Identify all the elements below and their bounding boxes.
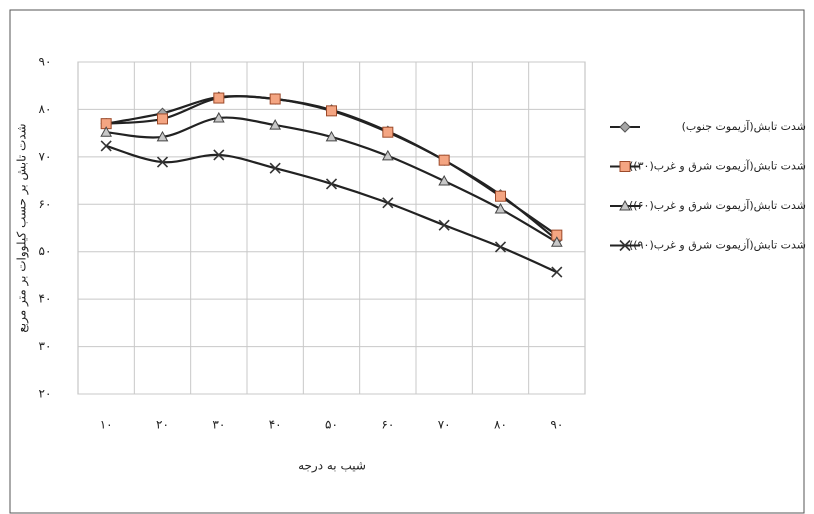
y-tick-label: ۴۰ bbox=[39, 292, 52, 306]
data-point bbox=[325, 178, 338, 190]
x-tick-label: ۸۰ bbox=[494, 418, 507, 432]
data-point bbox=[213, 149, 225, 161]
legend-marker bbox=[619, 239, 631, 252]
data-point bbox=[156, 156, 169, 168]
chart-frame bbox=[9, 9, 805, 514]
data-point bbox=[551, 266, 563, 278]
y-tick-label: ۸۰ bbox=[39, 102, 52, 116]
x-tick-label: ۲۰ bbox=[156, 418, 169, 432]
data-point bbox=[381, 149, 394, 161]
data-point bbox=[100, 126, 113, 137]
legend-marker bbox=[619, 199, 631, 211]
x-tick-label: ۷۰ bbox=[438, 418, 451, 432]
data-point bbox=[326, 105, 337, 117]
data-point bbox=[438, 154, 450, 166]
x-tick-label: ۳۰ bbox=[212, 418, 225, 432]
x-tick-label: ۶۰ bbox=[381, 418, 394, 432]
legend-label: شدت تابش(آزیموت شرق و غرب(۶۰)) bbox=[629, 198, 806, 212]
x-tick-label: ۵۰ bbox=[325, 418, 338, 432]
x-tick-label: ۴۰ bbox=[269, 418, 282, 432]
data-point bbox=[382, 126, 394, 138]
legend-marker bbox=[619, 121, 631, 133]
legend-label: شدت تابش(آزیموت جنوب) bbox=[682, 119, 806, 133]
y-tick-label: ۷۰ bbox=[39, 149, 52, 163]
data-point bbox=[325, 130, 338, 142]
data-point bbox=[269, 93, 281, 105]
x-axis-title: شیب به درجه bbox=[298, 459, 366, 474]
data-point bbox=[100, 140, 112, 152]
data-point bbox=[156, 130, 169, 142]
y-axis-title: شدت تابش بر حسب کیلووات بر متر مربع bbox=[15, 123, 30, 332]
legend-marker bbox=[619, 161, 631, 172]
data-point bbox=[494, 202, 507, 214]
y-tick-label: ۵۰ bbox=[39, 244, 52, 258]
y-tick-label: ۹۰ bbox=[39, 55, 52, 69]
data-point bbox=[212, 111, 225, 123]
data-point bbox=[438, 219, 450, 231]
data-point bbox=[494, 241, 507, 253]
y-tick-label: ۲۰ bbox=[39, 387, 52, 401]
data-point bbox=[382, 197, 394, 209]
x-tick-label: ۹۰ bbox=[550, 418, 563, 432]
legend-label: شدت تابش(آزیموت شرق و غرب(۹۰)) bbox=[629, 238, 806, 252]
data-point bbox=[438, 175, 451, 186]
legend-label: شدت تابش(آزیموت شرق و غرب(۳۰)) bbox=[629, 159, 806, 173]
data-point bbox=[157, 113, 168, 125]
x-tick-label: ۱۰ bbox=[100, 418, 113, 432]
y-tick-label: ۶۰ bbox=[39, 197, 52, 211]
y-tick-label: ۳۰ bbox=[39, 339, 52, 353]
data-point bbox=[269, 119, 282, 130]
data-point bbox=[269, 162, 281, 174]
data-point bbox=[495, 190, 506, 202]
data-point bbox=[550, 236, 563, 247]
data-point bbox=[213, 92, 225, 104]
